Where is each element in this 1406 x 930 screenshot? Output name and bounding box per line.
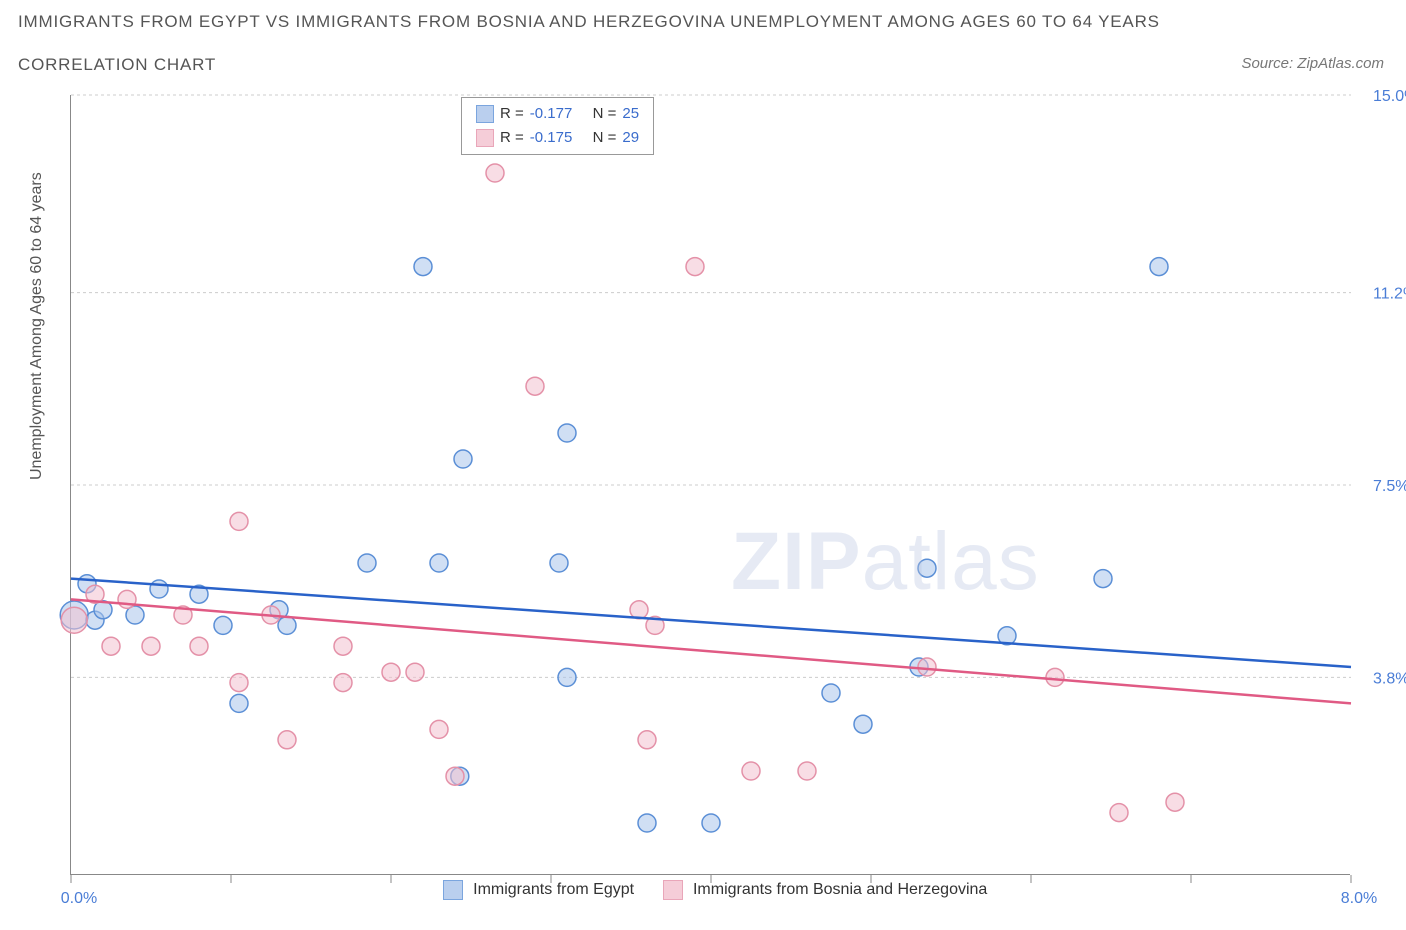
stats-legend-row-2: R = -0.175 N = 29 xyxy=(476,126,639,150)
svg-text:15.0%: 15.0% xyxy=(1373,88,1406,105)
n-label: N = xyxy=(593,126,617,150)
swatch-series-2 xyxy=(476,129,494,147)
n-label: N = xyxy=(593,102,617,126)
legend-label-1: Immigrants from Egypt xyxy=(473,881,634,898)
bottom-legend: Immigrants from Egypt Immigrants from Bo… xyxy=(0,880,1406,900)
source-attribution: Source: ZipAtlas.com xyxy=(1241,55,1384,72)
svg-text:7.5%: 7.5% xyxy=(1373,478,1406,495)
n-value-2: 29 xyxy=(622,126,639,150)
swatch-series-1 xyxy=(476,105,494,123)
swatch-series-2-bottom xyxy=(663,880,683,900)
r-value-2: -0.175 xyxy=(530,126,573,150)
r-label: R = xyxy=(500,126,524,150)
svg-text:11.2%: 11.2% xyxy=(1373,286,1406,303)
chart-subtitle: CORRELATION CHART xyxy=(18,55,216,75)
chart-container: IMMIGRANTS FROM EGYPT VS IMMIGRANTS FROM… xyxy=(0,0,1406,930)
scatter-svg: 3.8%7.5%11.2%15.0%0.0%8.0% xyxy=(71,95,1350,874)
r-label: R = xyxy=(500,102,524,126)
n-value-1: 25 xyxy=(622,102,639,126)
stats-legend-row-1: R = -0.177 N = 25 xyxy=(476,102,639,126)
stats-legend: R = -0.177 N = 25 R = -0.175 N = 29 xyxy=(461,97,654,155)
chart-title: IMMIGRANTS FROM EGYPT VS IMMIGRANTS FROM… xyxy=(18,12,1160,32)
legend-label-2: Immigrants from Bosnia and Herzegovina xyxy=(693,881,987,898)
plot-area: 3.8%7.5%11.2%15.0%0.0%8.0% R = -0.177 N … xyxy=(70,95,1350,875)
svg-text:3.8%: 3.8% xyxy=(1373,670,1406,687)
r-value-1: -0.177 xyxy=(530,102,573,126)
y-axis-label: Unemployment Among Ages 60 to 64 years xyxy=(28,172,46,480)
swatch-series-1-bottom xyxy=(443,880,463,900)
